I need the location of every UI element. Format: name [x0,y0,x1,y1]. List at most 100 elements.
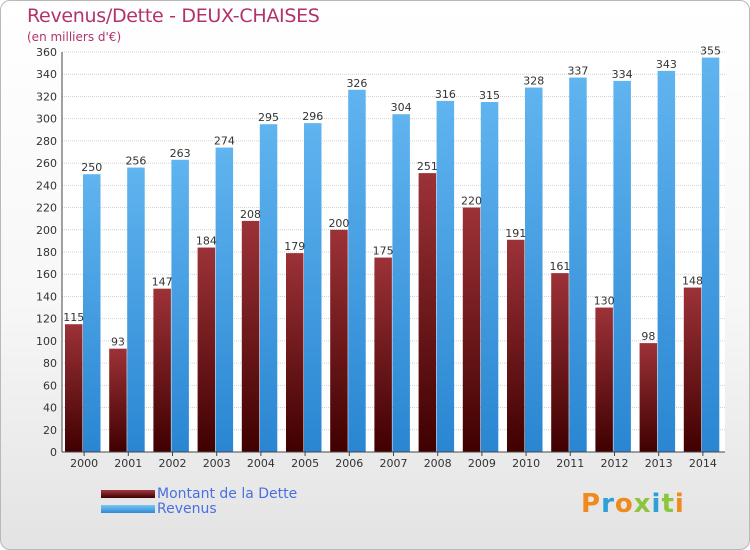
data-label-revenus: 343 [656,58,677,71]
bar-revenus [657,70,676,452]
data-label-revenus: 334 [612,68,633,81]
bar-revenus [304,123,322,452]
bar-debt [241,220,260,452]
legend-label-revenus: Revenus [157,501,217,517]
bar-revenus [613,80,631,452]
bar-debt [65,324,83,452]
data-label-debt: 208 [240,208,261,221]
bar-debt [595,307,613,452]
logo-letter: t [661,489,675,519]
data-label-debt: 175 [373,245,394,258]
chart-subtitle: (en milliers d'€) [27,30,122,44]
bar-revenus [701,57,720,453]
data-label-debt: 130 [594,295,615,308]
bar-debt [374,257,392,452]
y-tick-label: 260 [36,157,57,170]
y-tick-label: 140 [36,290,57,303]
data-label-debt: 115 [63,311,84,324]
y-tick-label: 360 [36,46,57,59]
y-tick-label: 340 [36,68,57,81]
data-label-debt: 148 [682,275,703,288]
x-tick-label: 2003 [203,457,231,470]
data-label-revenus: 250 [81,161,102,174]
data-label-revenus: 326 [346,77,367,90]
legend-swatch-revenus [101,505,155,513]
x-tick-label: 2008 [424,457,452,470]
data-label-debt: 179 [284,240,305,253]
bar-debt [639,343,658,452]
x-tick-label: 2004 [247,457,275,470]
data-label-debt: 147 [152,276,173,289]
data-label-revenus: 315 [479,89,500,102]
y-tick-label: 100 [36,335,57,348]
logo-letter: i [651,489,662,519]
data-label-revenus: 304 [391,101,412,114]
bar-revenus [480,102,499,452]
y-tick-label: 280 [36,135,57,148]
bar-revenus [127,167,145,453]
x-tick-label: 2001 [114,457,142,470]
x-tick-label: 2012 [601,457,629,470]
y-tick-label: 200 [36,224,57,237]
y-tick-label: 20 [43,424,57,437]
data-label-revenus: 296 [302,110,323,123]
bar-debt [153,288,171,452]
data-label-debt: 191 [505,227,526,240]
x-tick-label: 2007 [380,457,408,470]
bar-debt [507,239,525,452]
data-label-revenus: 263 [170,147,191,160]
y-tick-label: 60 [43,379,57,392]
bar-debt [683,287,702,452]
logo-letter: x [633,489,652,519]
data-label-debt: 200 [328,217,349,230]
bar-revenus [569,77,587,453]
x-tick-label: 2010 [512,457,540,470]
data-label-revenus: 337 [567,65,588,78]
logo-letter: P [581,489,602,519]
bar-debt [286,253,304,452]
x-tick-label: 2002 [159,457,187,470]
y-tick-label: 180 [36,246,57,259]
data-label-revenus: 328 [523,75,544,88]
data-label-debt: 161 [549,260,570,273]
bar-revenus [525,87,543,453]
logo-letter: o [614,489,634,519]
data-label-debt: 220 [461,195,482,208]
chart-title: Revenus/Dette - DEUX-CHAISES [27,5,320,27]
bar-debt [418,173,437,452]
data-label-revenus: 295 [258,111,279,124]
bar-debt [462,207,481,452]
x-tick-label: 2009 [468,457,496,470]
x-tick-label: 2011 [556,457,584,470]
bar-debt [109,348,127,452]
logo-letter: r [601,489,615,519]
bar-debt [197,247,216,452]
x-tick-label: 2013 [645,457,673,470]
bar-revenus [348,89,366,453]
bar-revenus [259,124,278,452]
bar-debt [551,273,569,452]
y-tick-label: 240 [36,179,57,192]
data-label-revenus: 256 [125,155,146,168]
x-tick-label: 2000 [70,457,98,470]
y-tick-label: 120 [36,313,57,326]
x-tick-label: 2014 [689,457,717,470]
y-tick-label: 220 [36,202,57,215]
y-tick-label: 80 [43,357,57,370]
bar-revenus [215,147,234,453]
proxiti-logo: Proxiti [581,489,685,519]
x-tick-label: 2005 [291,457,319,470]
data-label-debt: 93 [111,336,125,349]
bar-revenus [392,114,410,452]
logo-letter: i [674,489,685,519]
bar-revenus [436,100,455,452]
bar-revenus [171,159,189,452]
y-tick-label: 320 [36,90,57,103]
data-label-debt: 184 [196,235,217,248]
bar-revenus [83,174,101,452]
data-label-debt: 98 [641,330,655,343]
y-tick-label: 0 [50,446,57,459]
data-label-revenus: 274 [214,135,235,148]
